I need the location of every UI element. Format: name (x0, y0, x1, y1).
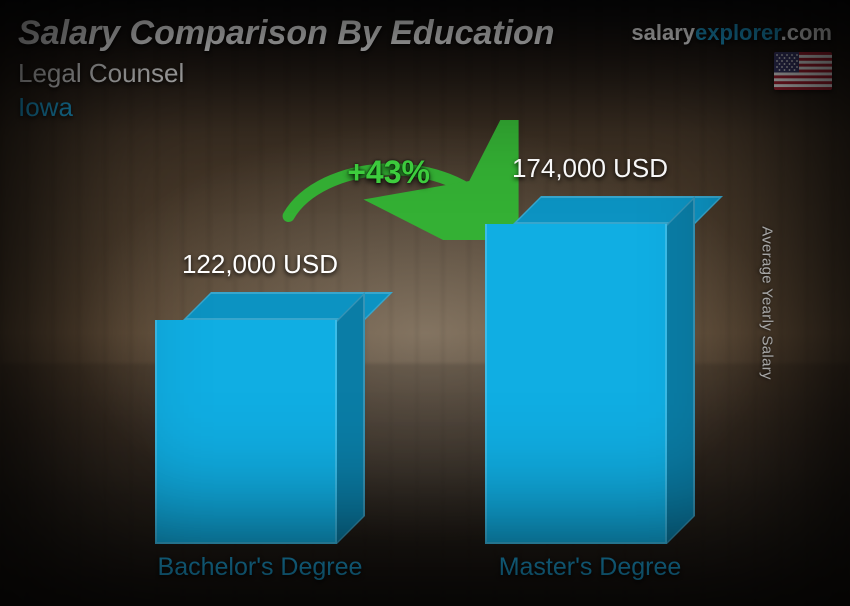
page-subtitle: Legal Counsel (18, 58, 184, 89)
brand-suffix: explorer (695, 20, 781, 45)
bar-bachelor: 122,000 USD Bachelor's Degree (130, 292, 390, 544)
brand-tld: .com (781, 20, 832, 45)
bar-front-face (485, 224, 667, 544)
brand-logo-text: salaryexplorer.com (631, 20, 832, 46)
page-region: Iowa (18, 92, 73, 123)
infographic-stage: Salary Comparison By Education Legal Cou… (0, 0, 850, 606)
page-title: Salary Comparison By Education (18, 14, 555, 53)
bar-side-face (337, 292, 365, 544)
brand-prefix: salary (631, 20, 695, 45)
bar-side-face (667, 196, 695, 544)
bar-category-label: Master's Degree (440, 553, 740, 582)
bar-master: 174,000 USD Master's Degree (460, 196, 720, 544)
bar-front-face (155, 320, 337, 544)
bar-value-label: 174,000 USD (460, 153, 720, 184)
bar-category-label: Bachelor's Degree (110, 553, 410, 582)
us-flag-icon (774, 52, 832, 90)
bar-value-label: 122,000 USD (130, 249, 390, 280)
bar-chart: 122,000 USD Bachelor's Degree 174,000 US… (60, 140, 790, 584)
